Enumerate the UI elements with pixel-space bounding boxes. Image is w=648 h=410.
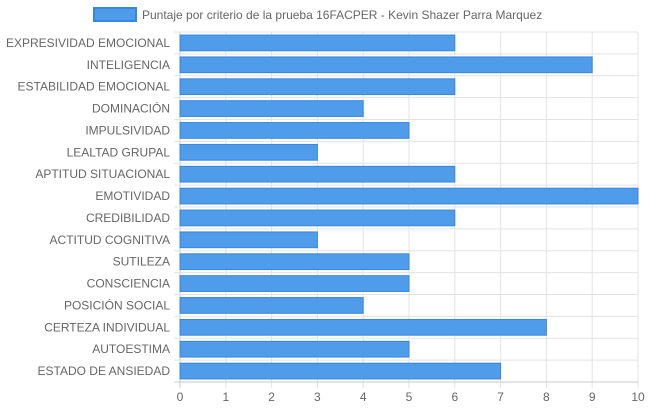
x-tick-label: 1	[222, 390, 229, 404]
bar	[179, 275, 410, 292]
y-tick-label: INTELIGENCIA	[87, 58, 170, 72]
y-tick-label: IMPULSIVIDAD	[85, 123, 170, 137]
x-tick-label: 4	[360, 390, 367, 404]
y-tick-label: EXPRESIVIDAD EMOCIONAL	[6, 36, 170, 50]
bar	[179, 297, 364, 314]
y-tick-label: APTITUD SITUACIONAL	[35, 167, 170, 181]
bar	[179, 362, 502, 380]
x-tick-label: 7	[497, 390, 504, 404]
x-tick-label: 5	[406, 390, 413, 404]
bar	[179, 209, 456, 227]
x-tick-label: 6	[451, 390, 458, 404]
bar	[179, 143, 318, 161]
y-tick-label: CERTEZA INDIVIDUAL	[44, 320, 170, 334]
x-tick-label: 2	[268, 390, 275, 404]
bar	[179, 78, 456, 96]
bar	[179, 340, 410, 358]
bar	[179, 165, 456, 183]
x-tick-label: 10	[631, 390, 645, 404]
y-axis-labels: EXPRESIVIDAD EMOCIONAL INTELIGENCIA ESTABI…	[6, 36, 170, 378]
bar	[179, 100, 364, 117]
legend-swatch[interactable]	[93, 7, 137, 22]
y-tick-label: ESTADO DE ANSIEDAD	[38, 364, 171, 378]
legend[interactable]: Puntaje por criterio de la prueba 16FACP…	[93, 7, 542, 22]
y-tick-label: SUTILEZA	[113, 255, 170, 269]
bar	[179, 318, 547, 336]
x-tick-label: 8	[543, 390, 550, 404]
y-tick-label: ESTABILIDAD EMOCIONAL	[18, 80, 171, 94]
y-tick-label: ACTITUD COGNITIVA	[50, 233, 170, 247]
y-tick-label: POSICIÓN SOCIAL	[64, 297, 170, 312]
y-tick-label: LEALTAD GRUPAL	[67, 145, 171, 159]
y-tick-label: CREDIBILIDAD	[86, 211, 170, 225]
bar	[179, 122, 410, 139]
bar	[179, 187, 639, 205]
x-tick-label: 9	[589, 390, 596, 404]
bar	[179, 253, 410, 271]
legend-label[interactable]: Puntaje por criterio de la prueba 16FACP…	[142, 8, 542, 22]
y-tick-label: DOMINACIÓN	[92, 101, 170, 116]
y-tick-label: EMOTIVIDAD	[95, 189, 170, 203]
bar-layer	[179, 34, 639, 380]
bar	[179, 56, 593, 74]
x-tick-label: 0	[177, 390, 184, 404]
x-axis-labels: 0 1 2 3 4 5 6 7 8 9 10	[177, 390, 645, 404]
x-tick-label: 3	[314, 390, 321, 404]
bar	[179, 231, 318, 249]
y-tick-label: CONSCIENCIA	[87, 277, 170, 291]
bar	[179, 34, 456, 52]
y-tick-label: AUTOESTIMA	[92, 342, 170, 356]
